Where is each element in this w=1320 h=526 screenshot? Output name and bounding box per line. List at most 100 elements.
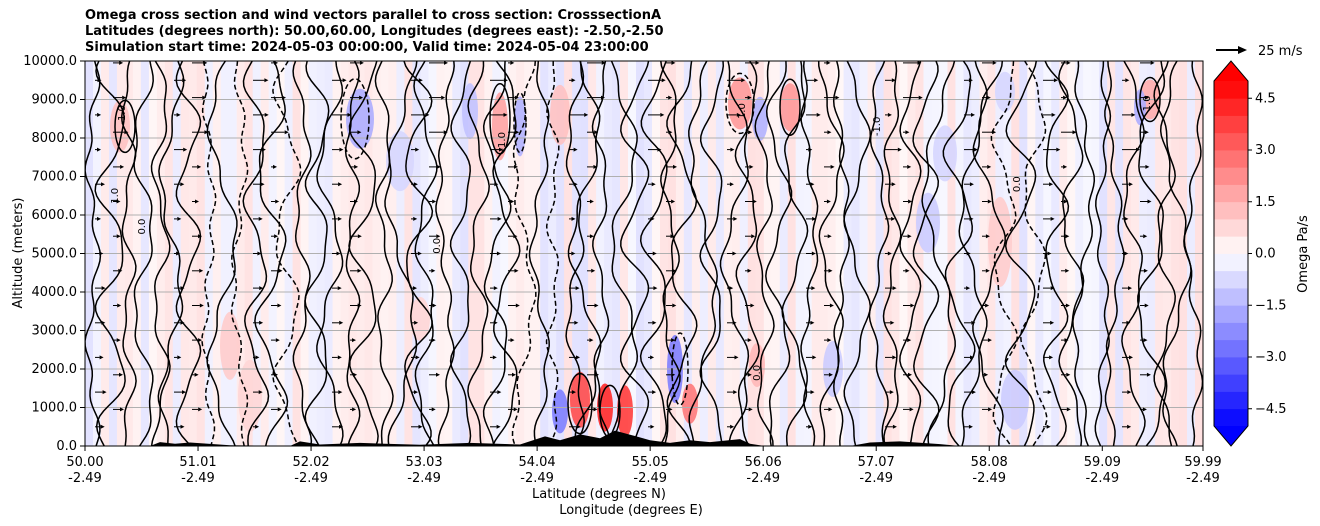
wind-arrowhead [589, 338, 594, 343]
wind-arrowhead [594, 130, 599, 135]
chart-title-line-2: Latitudes (degrees north): 50.00,60.00, … [85, 24, 664, 39]
wind-arrowhead [1063, 199, 1068, 204]
contour-line [666, 61, 698, 446]
wind-arrowhead [732, 320, 737, 325]
wind-arrowhead [497, 216, 502, 221]
contour-loop [725, 72, 755, 135]
wind-arrowhead [572, 390, 576, 395]
y-tick-label: 4000.0 [32, 285, 78, 300]
wind-arrowhead [808, 424, 813, 429]
contour-line [403, 61, 434, 446]
wind-arrowhead [418, 78, 423, 83]
contour-line [942, 61, 976, 446]
wind-arrowhead [1066, 407, 1071, 412]
wind-arrowhead [653, 286, 658, 291]
wind-arrowhead [353, 372, 358, 377]
wind-arrowhead [652, 390, 657, 395]
wind-arrowhead [755, 61, 760, 65]
contour-line [972, 61, 1006, 446]
wind-arrowhead [1128, 182, 1133, 187]
wind-arrowhead [897, 147, 902, 152]
contour-line [121, 61, 137, 446]
wind-arrowhead [513, 234, 518, 239]
contour-line [1121, 61, 1146, 446]
wind-arrowhead [892, 286, 897, 291]
contour-loop [671, 332, 689, 406]
wind-arrowhead [436, 164, 441, 169]
wind-arrowhead [257, 251, 262, 256]
wind-arrowhead [431, 407, 436, 412]
wind-arrowhead [413, 286, 417, 291]
wind-arrowhead [100, 424, 105, 429]
wind-arrowhead [264, 78, 269, 83]
wind-arrowhead [890, 320, 895, 325]
wind-arrowhead [971, 390, 976, 395]
wind-arrowhead [985, 303, 990, 308]
wind-arrowhead [589, 234, 594, 239]
wind-arrowhead [1143, 338, 1148, 343]
wind-arrowhead [259, 320, 264, 325]
colorbar-outline [1213, 60, 1249, 447]
x-tick-label-lat: 51.01 [179, 455, 216, 470]
wind-arrowhead [1050, 286, 1055, 291]
colorbar-band [1214, 98, 1248, 116]
colorbar-tick-label: −3.0 [1255, 350, 1287, 365]
wind-arrowhead [917, 61, 922, 65]
wind-arrowhead [814, 78, 819, 83]
wind-arrowhead [118, 268, 123, 273]
wind-arrowhead [992, 130, 997, 135]
wind-arrowhead [1128, 286, 1132, 291]
wind-arrowhead [668, 95, 673, 100]
wind-arrowhead [907, 234, 912, 239]
terrain-silhouette [150, 430, 960, 446]
contour-label: 1.0 [110, 188, 121, 204]
wind-arrowhead [1064, 338, 1069, 343]
wind-arrowhead [101, 286, 106, 291]
contour-lines: 0.0 -1.0 1.0 -1.0 0.0 1.0 0.0 -1.0 0.0 1.0 [85, 61, 1203, 446]
contour-line [272, 61, 302, 446]
wind-arrowhead [515, 130, 520, 135]
wind-arrowhead [494, 182, 499, 187]
colorbar-band [1214, 167, 1248, 185]
wind-arrowhead [436, 234, 441, 239]
wind-arrowhead [887, 112, 892, 117]
contour-line [316, 61, 344, 446]
wind-arrowhead [414, 390, 418, 395]
wind-arrowhead [354, 164, 359, 169]
wind-arrowhead [594, 303, 599, 308]
wind-arrowhead [204, 130, 209, 135]
wind-arrowhead [987, 338, 992, 343]
wind-arrowhead [733, 390, 738, 395]
wind-arrowhead [1125, 78, 1130, 83]
wind-arrowhead [811, 286, 816, 291]
wind-arrowhead [601, 95, 605, 100]
colorbar-band [1214, 408, 1248, 427]
wind-arrowhead [671, 199, 676, 204]
wind-arrowhead [444, 61, 448, 65]
contour-line [1137, 61, 1167, 446]
contour-line [1072, 61, 1096, 446]
wind-arrowhead [176, 112, 181, 117]
wind-arrowhead [1150, 61, 1155, 65]
wind-arrowhead [182, 78, 187, 83]
wind-arrowhead [116, 199, 121, 204]
colorbar-tick-label: 4.5 [1255, 91, 1276, 106]
wind-arrowhead [255, 424, 260, 429]
wind-arrowhead [277, 407, 282, 412]
contour-line [1183, 61, 1203, 446]
wind-arrowhead [199, 303, 204, 308]
wind-arrowhead [203, 61, 208, 65]
contour-line [921, 61, 956, 446]
wind-arrowhead [751, 234, 756, 239]
wind-arrowhead [828, 407, 833, 412]
x-tick-label-lon: -2.49 [1085, 471, 1119, 486]
vector-key-label: 25 m/s [1258, 44, 1303, 59]
x-tick-label-lat: 56.06 [745, 455, 782, 470]
contour-line [150, 61, 171, 446]
colorbar-band [1214, 253, 1248, 272]
contour-loop [114, 99, 136, 154]
wind-arrowhead [120, 407, 124, 412]
wind-arrowhead [180, 286, 185, 291]
field-blob [933, 125, 957, 182]
wind-arrowhead [198, 407, 203, 412]
